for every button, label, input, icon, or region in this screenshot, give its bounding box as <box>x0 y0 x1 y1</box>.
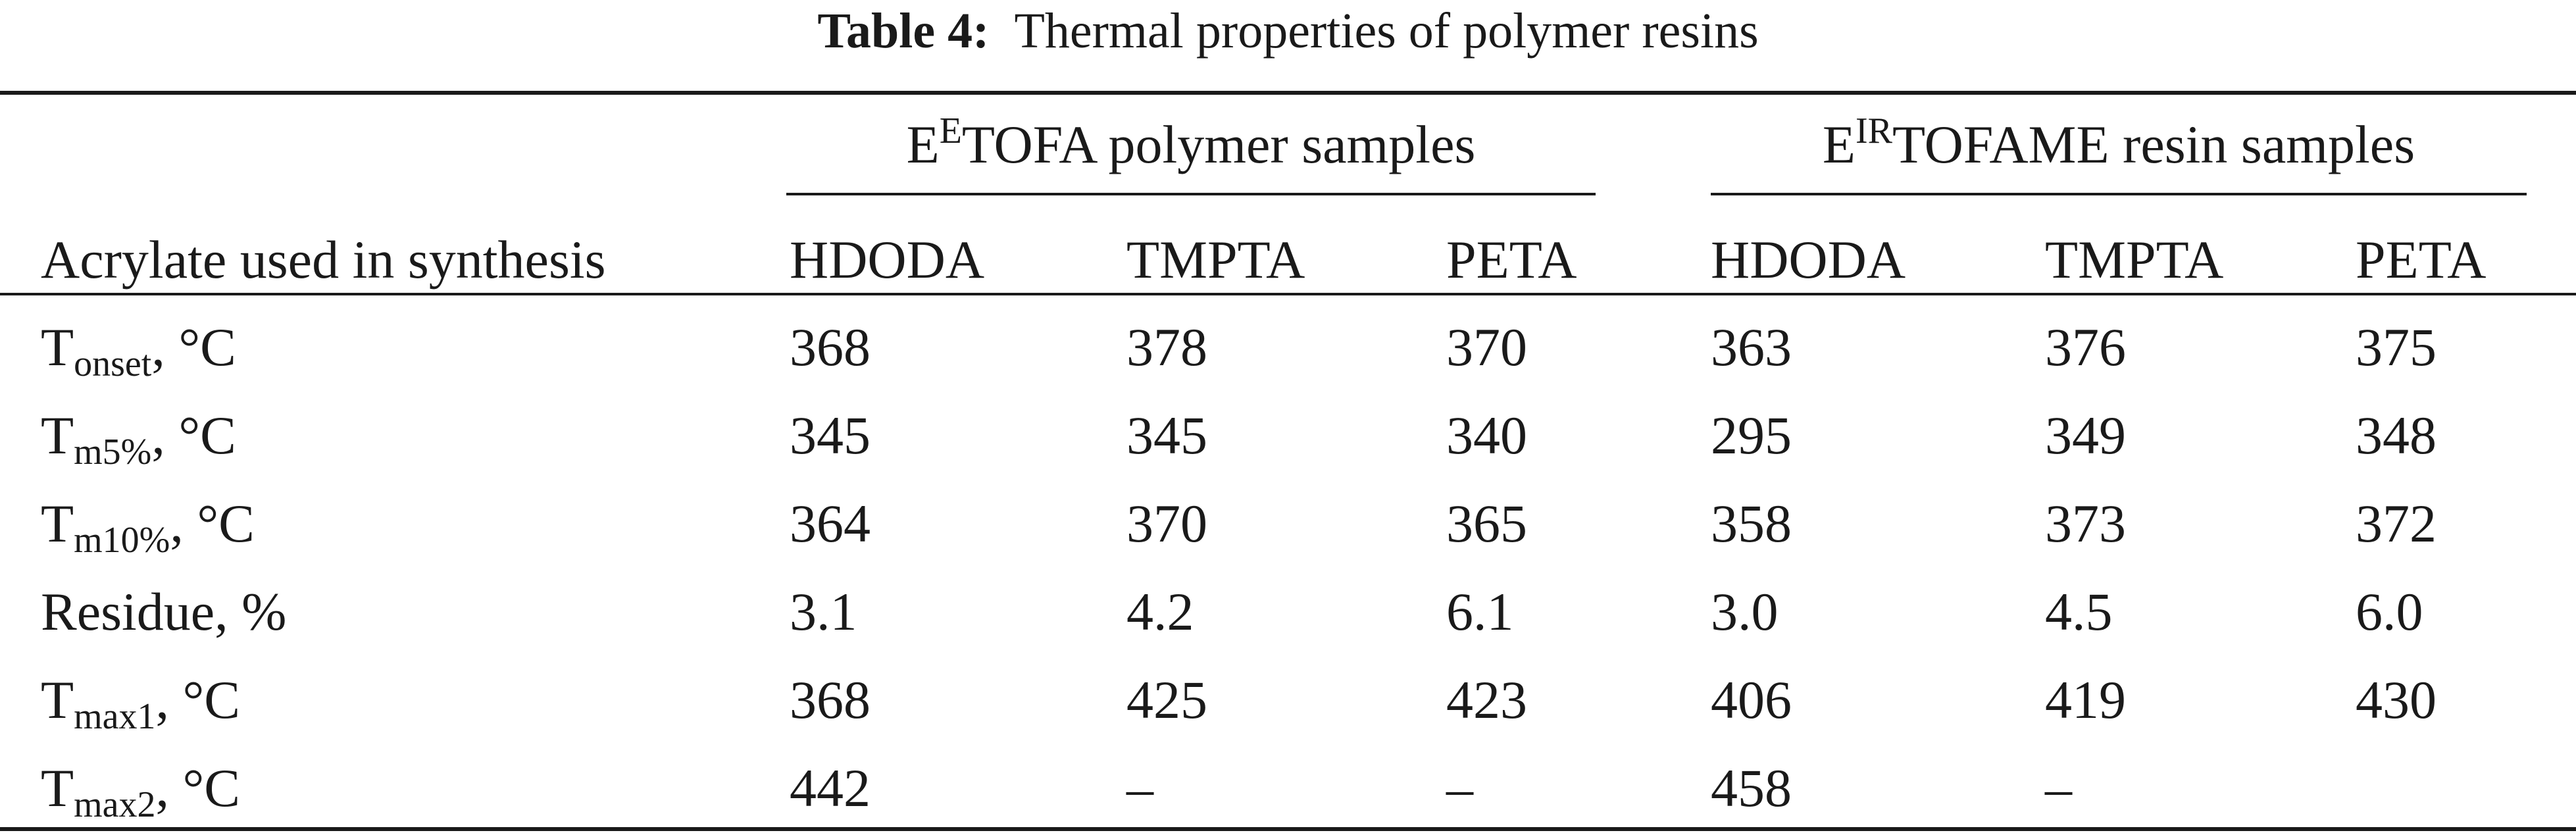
table-cell: 3.0 <box>1711 582 1779 642</box>
table-cell: 345 <box>790 405 871 465</box>
table-cell: 368 <box>790 317 871 377</box>
table-cell: – <box>2045 758 2072 818</box>
col-header-hdoda-2: HDODA <box>1711 230 1906 290</box>
table-cell: 370 <box>1446 317 1527 377</box>
table-cell: 6.1 <box>1446 582 1514 642</box>
table-cell: 419 <box>2045 670 2126 730</box>
table-label: Table 4: <box>817 3 990 59</box>
table-cell: 6.0 <box>2356 582 2423 642</box>
table-cell: 370 <box>1126 493 1207 553</box>
table-cell: – <box>1446 758 1473 818</box>
table-cell: 375 <box>2356 317 2437 377</box>
table-cell: 368 <box>790 670 871 730</box>
col-header-tmpta-1: TMPTA <box>1126 230 1305 290</box>
col-header-hdoda-1: HDODA <box>790 230 985 290</box>
table-cell: 406 <box>1711 670 1792 730</box>
col-header-peta-2: PETA <box>2356 230 2487 290</box>
group-header-eirtofame: EIRTOFAME resin samples <box>1822 111 2415 174</box>
table-cell: 340 <box>1446 405 1527 465</box>
table-cell: 4.2 <box>1126 582 1194 642</box>
table-cell: 349 <box>2045 405 2126 465</box>
row-label: Tonset, °C <box>41 317 236 384</box>
table-cell: 373 <box>2045 493 2126 553</box>
row-label: Tmax1, °C <box>41 670 241 737</box>
group-rule-eirtofame <box>1711 193 2527 195</box>
table-caption: Thermal properties of polymer resins <box>1014 3 1759 59</box>
top-rule <box>0 91 2576 95</box>
row-label: Residue, % <box>41 582 287 642</box>
header-rule <box>0 293 2576 295</box>
row-label-header: Acrylate used in synthesis <box>41 230 606 290</box>
table-cell: 295 <box>1711 405 1792 465</box>
group-rule-eetofa <box>786 193 1596 195</box>
table-cell: 364 <box>790 493 871 553</box>
table-cell: 358 <box>1711 493 1792 553</box>
table-cell: 3.1 <box>790 582 857 642</box>
row-label: Tmax2, °C <box>41 758 241 825</box>
table-cell: 430 <box>2356 670 2437 730</box>
table-cell: 378 <box>1126 317 1207 377</box>
row-label: Tm10%, °C <box>41 493 255 561</box>
table-cell: 425 <box>1126 670 1207 730</box>
table-cell: 372 <box>2356 493 2437 553</box>
table-cell: 376 <box>2045 317 2126 377</box>
table-cell: – <box>1126 758 1153 818</box>
group-header-eetofa: EETOFA polymer samples <box>906 111 1476 174</box>
col-header-tmpta-2: TMPTA <box>2045 230 2224 290</box>
table-cell: 423 <box>1446 670 1527 730</box>
table-cell: 348 <box>2356 405 2437 465</box>
table-cell: 363 <box>1711 317 1792 377</box>
table-cell: 458 <box>1711 758 1792 818</box>
table-cell: 365 <box>1446 493 1527 553</box>
row-label: Tm5%, °C <box>41 405 236 472</box>
table-cell: 442 <box>790 758 871 818</box>
table-cell: 4.5 <box>2045 582 2113 642</box>
table-cell: 345 <box>1126 405 1207 465</box>
bottom-rule <box>0 827 2576 831</box>
table-title: Table 4: Thermal properties of polymer r… <box>0 0 2576 72</box>
col-header-peta-1: PETA <box>1446 230 1577 290</box>
